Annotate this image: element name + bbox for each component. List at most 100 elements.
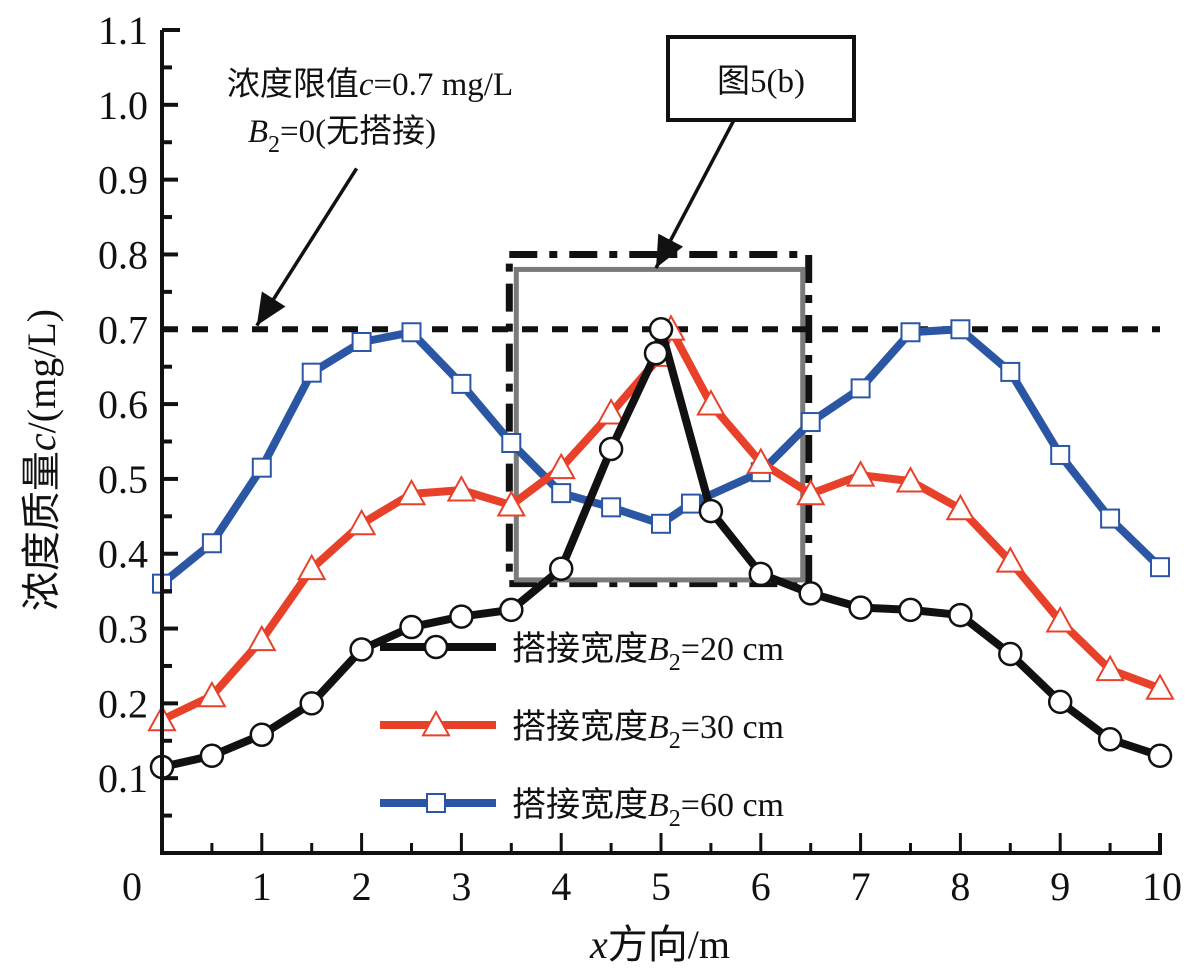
y-axis-title: 浓度质量c/(mg/L) [19,309,64,611]
data-point [596,398,626,425]
data-point [1147,743,1173,768]
x-tick-label: 7 [851,864,871,909]
data-point [651,513,671,534]
legend-sub: 2 [669,806,681,832]
y-tick-label: 0.5 [98,457,148,502]
data-point [548,556,574,581]
legend-suffix: =60 cm [681,787,784,824]
y-tick-label: 0.8 [98,232,148,277]
x-tick-label: 3 [451,864,471,909]
legend-suffix: =30 cm [681,709,784,746]
x-tick-label: 6 [751,864,771,909]
fig5b-label-box [666,35,856,122]
limit-annotation-line2: B2=0(无搭接) [248,113,436,158]
data-point [1150,557,1170,578]
y-tick-label: 0.9 [98,158,148,203]
data-point [197,680,227,708]
data-point [301,362,322,383]
y-tick-label: 1.1 [98,8,148,53]
data-point [845,460,876,487]
data-point [698,498,724,524]
data-point [995,546,1025,573]
legend-swatch-marker [421,709,451,737]
data-point [748,561,774,587]
data-point [297,553,327,581]
x-tick-label: 9 [1050,864,1070,909]
data-point [496,490,526,517]
legend-label: 搭接宽度B2=60 cm [512,786,784,832]
legend-item: 搭接宽度B2=30 cm [380,708,784,754]
data-point [249,722,275,748]
data-point [449,604,474,629]
legend-sub: 2 [669,728,681,754]
data-point [900,322,921,343]
limit-annotation-sub: 2 [268,132,280,158]
x-tick-label: 5 [651,864,671,909]
limit-annotation-b: B [248,114,268,150]
x-tick-label: 10 [1142,864,1182,909]
axes [160,28,1162,855]
data-point [850,378,871,399]
data-point [247,624,277,652]
y-tick-label: 1.0 [98,83,148,128]
data-point [251,457,272,478]
y-tick-label: 0.6 [98,382,148,427]
legend-label: 搭接宽度B2=30 cm [512,708,784,754]
data-point [501,432,522,453]
data-point [401,322,422,343]
x-tick-label: 8 [950,864,970,909]
x-tick-label: 1 [252,864,272,909]
legend-prefix: 搭接宽度 [512,786,648,824]
data-point [199,743,225,768]
data-point [796,478,826,506]
legend-item: 搭接宽度B2=20 cm [380,630,784,676]
annotations: 浓度限值c=0.7 mg/L B2=0(无搭接) 图5(b) [227,35,856,327]
x-tick-label: 0 [122,864,142,909]
highlight-boxes [505,250,813,588]
data-point [451,373,472,394]
data-point [648,317,674,342]
data-point [945,493,976,521]
legend-prefix: 搭接宽度 [512,708,648,746]
data-point [1095,654,1125,682]
y-tick-label: 0.1 [98,756,148,801]
limit-annotation-prefix: 浓度限值 [227,66,359,103]
limit-annotation-rest: =0(无搭接) [280,113,436,150]
tick-labels: 0.1 0.2 0.3 0.4 0.5 0.6 0.7 0.8 0.9 1.0 1.1 0 1 2 3 4 5 6… [98,8,1182,909]
legend-suffix: =20 cm [681,631,784,668]
y-tick-label: 0.2 [98,681,148,726]
data-point [798,581,823,606]
data-point [1097,727,1123,752]
data-point [349,637,374,662]
data-point [399,614,424,640]
data-point [696,389,726,416]
data-point [598,436,624,462]
data-point [746,447,776,474]
limit-annotation-arrow [255,167,359,327]
data-point [201,533,222,554]
limit-annotation-line1: 浓度限值c=0.7 mg/L [227,66,513,103]
fig5b-arrow [654,119,736,269]
limit-annotation-var: c [359,67,374,103]
legend-label: 搭接宽度B2=20 cm [512,630,784,676]
data-point [848,595,873,620]
x-axis-title: x方向/m [589,922,730,967]
data-point [950,319,971,340]
data-point [396,478,427,506]
outer-dashdot-box [505,250,813,588]
data-point [895,466,926,493]
legend-var: B [648,631,669,668]
y-tick-label: 0.4 [98,532,148,577]
legend-swatch-marker [423,634,449,660]
legend-sub: 2 [669,650,681,676]
legend-prefix: 搭接宽度 [512,630,648,668]
legend-var: B [648,709,669,746]
data-point [1045,606,1075,633]
data-point [998,641,1023,667]
data-point [948,602,973,628]
data-point [680,493,701,514]
data-point [800,412,821,433]
data-point [643,340,669,366]
